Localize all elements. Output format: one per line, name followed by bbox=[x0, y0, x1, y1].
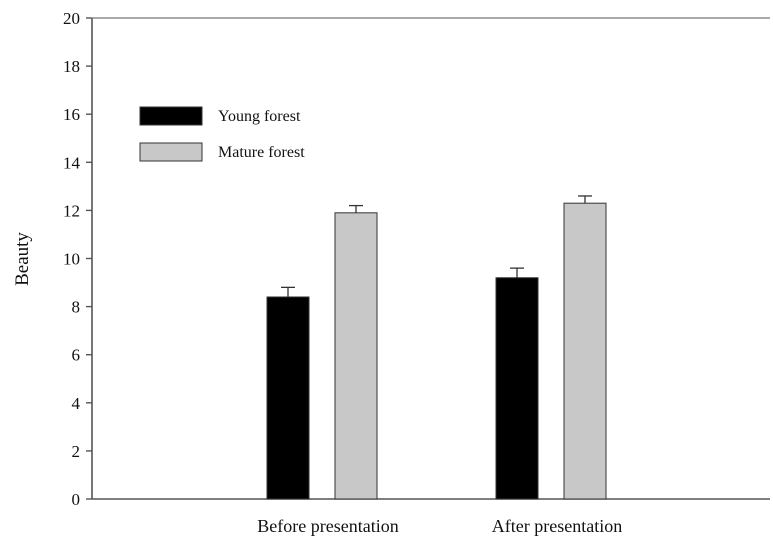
y-tick-label: 12 bbox=[63, 201, 80, 220]
y-tick-label: 14 bbox=[63, 153, 81, 172]
y-tick-label: 10 bbox=[63, 250, 80, 269]
y-tick-label: 16 bbox=[63, 105, 80, 124]
y-tick-label: 18 bbox=[63, 57, 80, 76]
legend-swatch bbox=[139, 106, 203, 126]
legend-label: Mature forest bbox=[218, 144, 305, 161]
y-tick-label: 0 bbox=[72, 490, 81, 509]
legend-swatch bbox=[139, 142, 203, 162]
y-axis-title: Beauty bbox=[12, 232, 33, 286]
y-tick-label: 2 bbox=[72, 442, 81, 461]
bar-young-0 bbox=[266, 296, 310, 500]
bar-mature-1 bbox=[563, 202, 607, 500]
bar-young-1 bbox=[495, 277, 539, 500]
x-category-label: Before presentation bbox=[257, 516, 398, 536]
x-axis-labels: Before presentation After presentation bbox=[257, 516, 622, 536]
y-axis-ticks: 0 2 4 6 8 10 12 14 16 18 20 bbox=[63, 9, 92, 509]
y-tick-label: 20 bbox=[63, 9, 80, 28]
y-tick-label: 8 bbox=[72, 298, 81, 317]
x-category-label: After presentation bbox=[492, 516, 622, 536]
legend-label: Young forest bbox=[218, 108, 301, 125]
y-tick-label: 6 bbox=[72, 346, 81, 365]
chart-bars bbox=[266, 195, 607, 500]
bar-mature-0 bbox=[334, 212, 378, 500]
chart-axes bbox=[91, 17, 770, 500]
chart-legend: Young forest Mature forest bbox=[139, 106, 305, 162]
y-tick-label: 4 bbox=[72, 394, 81, 413]
